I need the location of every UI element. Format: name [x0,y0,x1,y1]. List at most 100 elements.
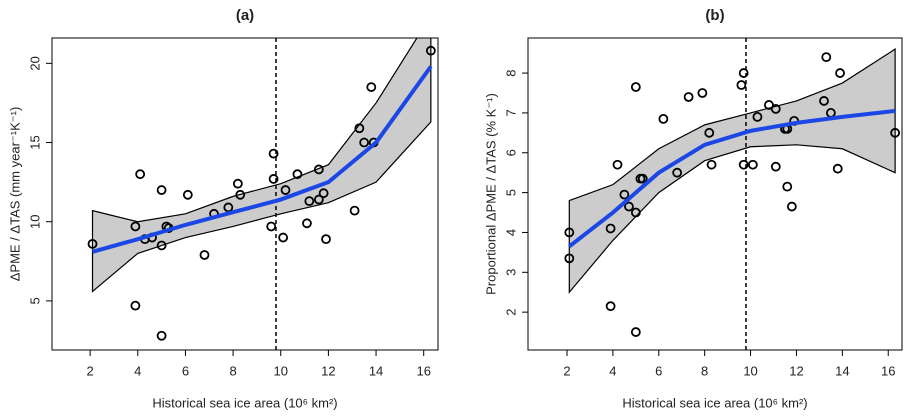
data-point [683,92,694,102]
y-tick-label: 7 [503,109,518,116]
data-point [764,100,774,110]
chart-title: (b) [705,7,724,24]
data-point [619,189,630,200]
data-point [786,201,797,212]
x-tick-label: 12 [789,363,803,378]
data-point [313,194,324,205]
data-point [697,88,708,98]
y-tick-label: 4 [503,229,518,236]
data-point [232,178,243,189]
data-point [890,127,901,138]
x-axis-label: Historical sea ice area (10⁶ km²) [152,395,337,410]
data-point [630,327,641,337]
x-tick-label: 8 [701,363,708,378]
x-tick-label: 16 [416,363,430,378]
data-point [135,169,146,180]
data-point [278,232,289,243]
x-tick-label: 2 [563,363,570,378]
data-point [302,218,312,229]
data-point [268,174,279,184]
data-point [87,238,98,249]
x-tick-label: 14 [835,363,849,378]
data-point [747,159,758,170]
data-point [268,148,279,159]
data-point [199,250,210,260]
data-point [624,201,634,212]
data-point [354,123,365,134]
y-tick-label: 6 [503,149,518,156]
x-tick-label: 2 [87,363,94,378]
data-point [770,161,781,172]
x-tick-label: 12 [321,363,335,378]
data-point [156,185,167,195]
x-tick-label: 10 [274,363,288,378]
data-point [612,159,623,170]
panel: 2 4 6 8 10 12 14 16 2 3 4 5 6 7 8 (b) Historical sea ice… [483,7,903,410]
data-point [821,52,832,63]
data-point [366,82,377,92]
y-tick-label: 5 [503,189,518,196]
data-point [770,104,781,114]
panel: 2 4 6 8 10 12 14 16 5 10 15 20 (a) Historical sea ice… [7,7,439,410]
data-point [630,207,641,218]
data-point [425,45,436,56]
data-point [782,181,793,192]
y-tick-label: 8 [503,69,518,76]
y-tick-label: 3 [503,269,518,276]
data-point [313,164,324,175]
data-point [266,221,277,232]
y-axis-label: ΔPME / ΔTAS (mm year⁻¹K⁻¹) [7,107,22,282]
data-point [359,137,370,148]
plot-area [564,38,901,350]
plot-area [87,38,436,350]
data-point [672,167,683,178]
y-tick-label: 2 [503,309,518,316]
confidence-band [568,48,896,294]
chart-title: (a) [236,7,254,24]
data-point [321,234,331,245]
data-point [130,221,141,232]
data-point [738,159,749,170]
data-point [564,253,575,264]
data-point [704,127,715,138]
data-point [752,111,763,122]
data-point [318,188,329,199]
confidence-band [91,38,432,293]
x-axis-label: Historical sea ice area (10⁶ km²) [622,395,807,410]
data-point [182,189,193,200]
data-point [630,82,641,92]
x-tick-label: 4 [609,363,616,378]
y-axis-label: Proportional ΔPME / ΔTAS (% K⁻¹) [483,93,498,295]
data-point [738,68,749,78]
data-point [736,80,747,90]
plot-frame [527,37,903,351]
x-tick-label: 6 [655,363,662,378]
x-tick-label: 4 [134,363,141,378]
data-point [564,227,575,238]
x-tick-label: 8 [229,363,236,378]
y-tick-label: 20 [27,56,42,70]
plot-frame [51,37,439,351]
data-point [130,300,141,311]
data-point [292,169,303,180]
data-point [637,173,648,184]
x-tick-label: 16 [881,363,895,378]
data-point [349,205,360,216]
data-point [156,330,167,341]
fit-line [568,108,896,248]
data-point [605,223,616,234]
data-point [819,96,829,106]
x-tick-label: 14 [369,363,383,378]
data-point [658,113,669,124]
y-tick-label: 10 [27,214,42,228]
y-tick-label: 5 [27,297,42,304]
data-point [832,163,843,174]
data-point [280,185,291,195]
x-tick-label: 10 [743,363,757,378]
data-point [304,196,315,207]
x-tick-label: 6 [182,363,189,378]
data-point [835,68,845,78]
y-tick-label: 15 [27,135,42,149]
fit-line [91,65,433,254]
